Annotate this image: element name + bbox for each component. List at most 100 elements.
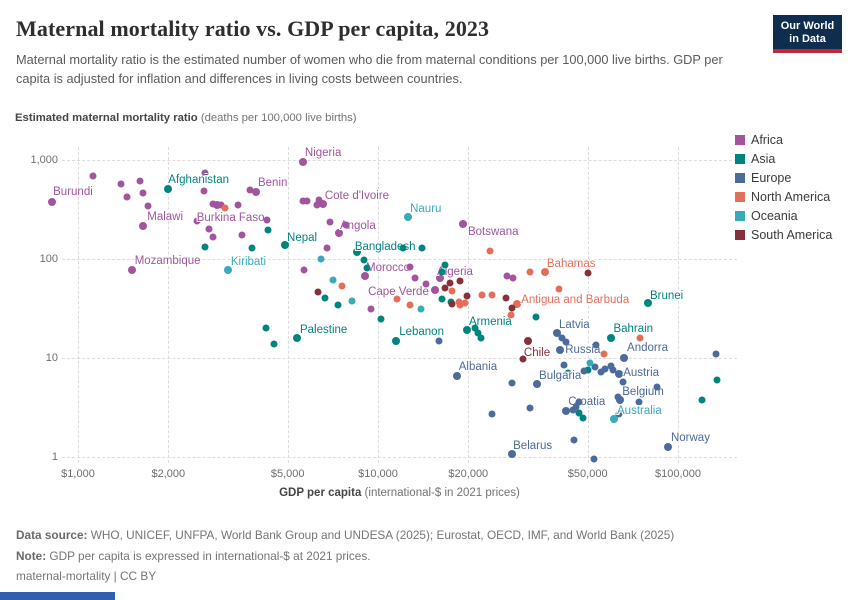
data-point[interactable] <box>406 301 414 309</box>
data-point[interactable] <box>363 264 371 272</box>
data-point[interactable] <box>698 396 706 404</box>
data-point[interactable] <box>193 217 201 225</box>
data-point[interactable] <box>580 367 588 375</box>
data-point[interactable] <box>262 324 270 332</box>
data-point[interactable] <box>575 409 583 417</box>
data-point[interactable] <box>552 328 561 337</box>
legend-item-africa[interactable]: Africa <box>735 130 832 149</box>
data-point[interactable] <box>164 184 173 193</box>
data-point[interactable] <box>212 201 221 210</box>
data-point[interactable] <box>615 410 623 418</box>
data-point[interactable] <box>488 291 496 299</box>
data-point[interactable] <box>513 300 522 309</box>
data-point[interactable] <box>209 200 217 208</box>
data-point[interactable] <box>569 406 576 414</box>
data-point[interactable] <box>560 361 568 369</box>
data-point[interactable] <box>586 359 594 367</box>
data-point[interactable] <box>601 365 609 373</box>
data-point[interactable] <box>448 287 456 295</box>
data-point[interactable] <box>338 282 346 290</box>
data-point[interactable] <box>458 220 467 229</box>
data-point[interactable] <box>144 202 152 210</box>
data-point[interactable] <box>615 369 624 378</box>
data-point[interactable] <box>329 276 337 284</box>
data-point[interactable] <box>315 196 323 204</box>
data-point[interactable] <box>584 269 592 277</box>
data-point[interactable] <box>200 187 208 195</box>
data-point[interactable] <box>519 355 527 363</box>
data-point[interactable] <box>264 226 272 234</box>
data-point[interactable] <box>579 414 587 422</box>
data-point[interactable] <box>209 233 217 241</box>
data-point[interactable] <box>591 363 599 371</box>
data-point[interactable] <box>411 274 419 282</box>
data-point[interactable] <box>404 213 413 222</box>
data-point[interactable] <box>455 298 463 306</box>
data-point[interactable] <box>393 295 401 303</box>
data-point[interactable] <box>508 450 517 459</box>
data-point[interactable] <box>431 285 440 294</box>
data-point[interactable] <box>619 378 627 386</box>
data-point[interactable] <box>474 329 482 337</box>
legend-item-asia[interactable]: Asia <box>735 149 832 168</box>
data-point[interactable] <box>123 193 131 201</box>
data-point[interactable] <box>422 280 429 288</box>
data-point[interactable] <box>300 266 308 274</box>
data-point[interactable] <box>508 379 516 387</box>
data-point[interactable] <box>448 300 456 308</box>
data-point[interactable] <box>663 443 672 452</box>
data-point[interactable] <box>446 279 454 287</box>
data-point[interactable] <box>436 274 445 283</box>
data-point[interactable] <box>248 244 256 252</box>
data-point[interactable] <box>526 404 534 412</box>
data-point[interactable] <box>246 186 254 194</box>
data-point[interactable] <box>334 229 343 238</box>
data-point[interactable] <box>607 362 615 370</box>
data-point[interactable] <box>89 172 97 180</box>
data-point[interactable] <box>223 265 232 274</box>
data-point[interactable] <box>139 189 147 197</box>
data-point[interactable] <box>462 326 471 335</box>
data-point[interactable] <box>532 313 540 321</box>
data-point[interactable] <box>317 255 325 263</box>
data-point[interactable] <box>575 398 583 406</box>
data-point[interactable] <box>326 218 334 226</box>
data-point[interactable] <box>597 368 605 376</box>
data-point[interactable] <box>139 222 148 231</box>
data-point[interactable] <box>503 272 511 280</box>
data-point[interactable] <box>318 199 327 208</box>
data-point[interactable] <box>221 204 229 212</box>
data-point[interactable] <box>367 305 375 313</box>
data-point[interactable] <box>348 297 356 305</box>
data-point[interactable] <box>292 333 301 342</box>
data-point[interactable] <box>270 340 278 348</box>
data-point[interactable] <box>614 393 622 401</box>
data-point[interactable] <box>406 263 414 271</box>
data-point[interactable] <box>509 274 517 282</box>
data-point[interactable] <box>712 350 720 358</box>
data-point[interactable] <box>234 201 242 209</box>
data-point[interactable] <box>556 346 565 355</box>
data-point[interactable] <box>323 244 331 252</box>
data-point[interactable] <box>417 305 425 313</box>
data-point[interactable] <box>299 197 307 205</box>
data-point[interactable] <box>342 221 350 229</box>
data-point[interactable] <box>438 268 446 276</box>
license-line[interactable]: maternal-mortality | CC BY <box>16 569 157 583</box>
data-point[interactable] <box>526 268 534 276</box>
data-point[interactable] <box>643 298 652 307</box>
data-point[interactable] <box>334 301 342 309</box>
legend-item-oceania[interactable]: Oceania <box>735 206 832 225</box>
data-point[interactable] <box>486 247 494 255</box>
data-point[interactable] <box>572 403 580 411</box>
legend-item-south-america[interactable]: South America <box>735 225 832 244</box>
data-point[interactable] <box>636 334 644 342</box>
data-point[interactable] <box>600 350 608 358</box>
data-point[interactable] <box>713 376 721 384</box>
data-point[interactable] <box>607 333 616 342</box>
data-point[interactable] <box>238 231 246 239</box>
data-point[interactable] <box>635 398 643 406</box>
data-point[interactable] <box>562 407 571 416</box>
data-point[interactable] <box>303 197 311 205</box>
data-point[interactable] <box>456 277 464 285</box>
